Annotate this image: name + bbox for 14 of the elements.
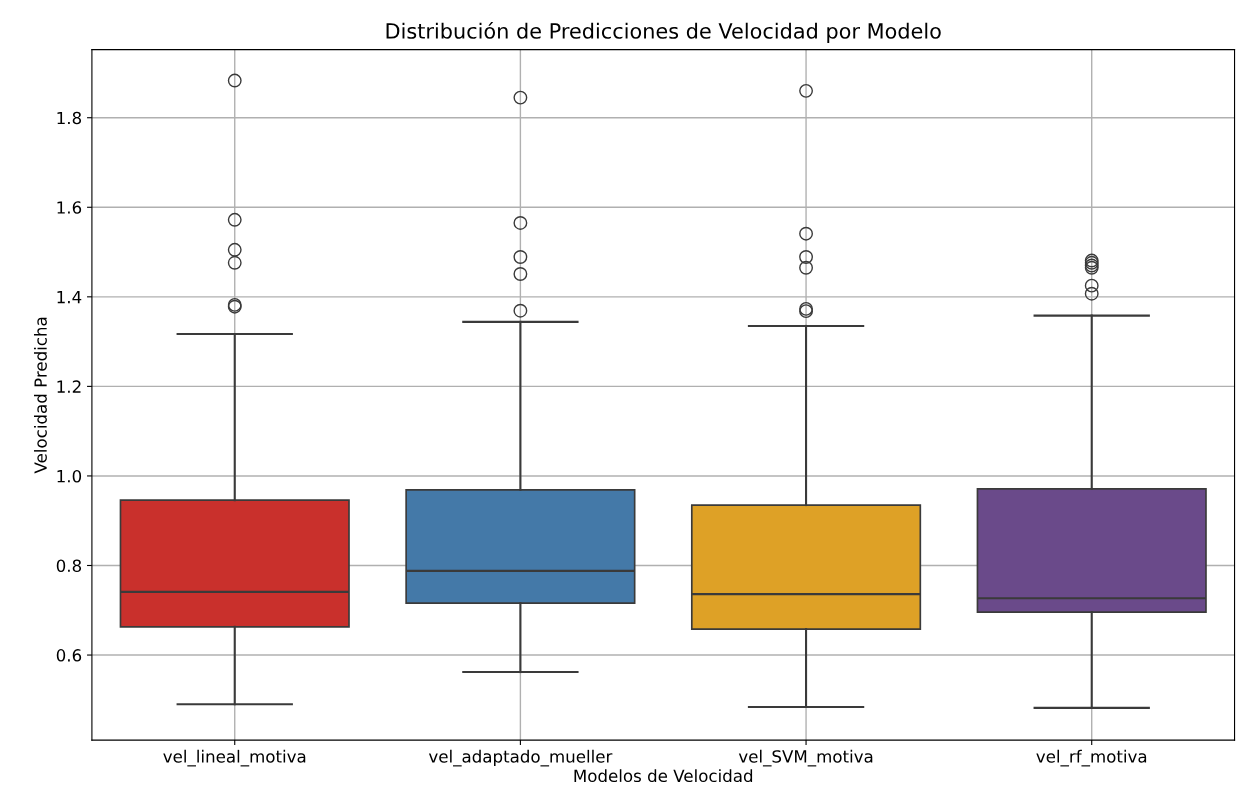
y-tick-label: 1.6 bbox=[57, 201, 82, 214]
y-tick-label: 0.8 bbox=[56, 559, 82, 573]
y-tick-label: 1.0 bbox=[57, 469, 82, 483]
x-axis-title: Modelos de Velocidad bbox=[574, 769, 753, 783]
y-tick-label: 1.4 bbox=[57, 291, 82, 304]
x-tick-label: vel_adaptado_mueller bbox=[428, 749, 613, 767]
y-tick-label: 1.8 bbox=[57, 111, 82, 125]
y-axis-title: Velocidad Predicha bbox=[33, 317, 47, 474]
x-tick-label: vel_SVM_motiva bbox=[738, 749, 873, 767]
x-tick-label: vel_lineal_motiva bbox=[163, 749, 306, 767]
y-tick-label: 1.2 bbox=[57, 380, 81, 393]
y-tick-label: 0.6 bbox=[56, 649, 82, 662]
x-tick-label: vel_rf_motiva bbox=[1036, 749, 1147, 767]
chart-title: Distribución de Predicciones de Velocidad por Modelo bbox=[386, 21, 941, 43]
